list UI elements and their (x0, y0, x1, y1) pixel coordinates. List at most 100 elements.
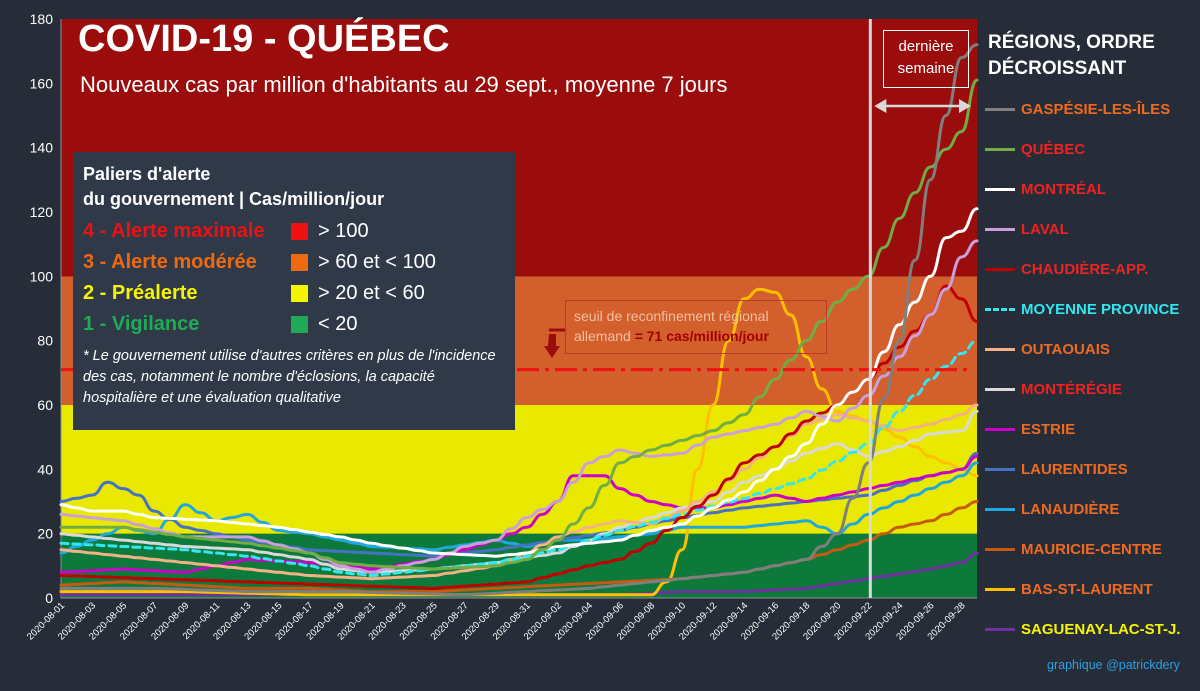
region-swatch (985, 267, 1015, 271)
last-week-arrowhead-right (959, 99, 971, 113)
threshold-annotation-value: = 71 cas/million/jour (634, 328, 769, 344)
regions-header: RÉGIONS, ORDRE DÉCROISSANT (988, 30, 1155, 82)
region-legend-item: MOYENNE PROVINCE (985, 298, 1179, 320)
regions-header-line2: DÉCROISSANT (988, 58, 1127, 79)
threshold-annotation-prefix: allemand (574, 328, 635, 344)
region-name: MONTRÉAL (1021, 180, 1106, 198)
region-legend-item: QUÉBEC (985, 138, 1085, 160)
region-swatch (985, 427, 1015, 431)
x-axis: 2020-08-012020-08-032020-08-052020-08-07… (25, 597, 977, 642)
region-legend-item: MONTÉRÉGIE (985, 378, 1122, 400)
region-swatch (985, 347, 1015, 351)
alert-legend-title-2: du gouvernement | Cas/million/jour (83, 189, 385, 209)
alert-level-range: < 20 (318, 313, 358, 335)
alert-legend-note: * Le gouvernement utilise d'autres critè… (83, 348, 496, 406)
alert-legend-title-1: Paliers d'alerte (83, 164, 211, 184)
region-swatch (985, 307, 1015, 311)
y-tick-label: 20 (37, 526, 53, 542)
page-subtitle: Nouveaux cas par million d'habitants au … (80, 72, 728, 97)
threshold-annotation: seuil de reconfinement régional allemand… (565, 300, 827, 354)
y-tick-label: 60 (37, 397, 53, 413)
alert-level-range: > 60 et < 100 (318, 251, 436, 273)
y-tick-label: 40 (37, 461, 53, 477)
series-line (59, 43, 979, 597)
series-line (59, 207, 979, 558)
alert-level-range: > 20 et < 60 (318, 282, 425, 304)
y-axis: 0 20 40 60 80 100 120 140 160 180 (30, 11, 62, 606)
region-legend-item: LANAUDIÈRE (985, 498, 1119, 520)
y-tick-label: 140 (30, 140, 54, 156)
alert-level-label: 2 - Préalerte (83, 282, 198, 304)
region-name: MONTÉRÉGIE (1021, 380, 1122, 398)
region-legend-item: CHAUDIÈRE-APP. (985, 258, 1148, 280)
region-name: LAURENTIDES (1021, 460, 1128, 478)
series-line (59, 500, 979, 594)
y-tick-label: 100 (30, 268, 54, 284)
series-line (59, 339, 979, 577)
alert-level-swatch (291, 316, 308, 333)
alert-level-range: > 100 (318, 220, 369, 242)
region-name: OUTAOUAIS (1021, 340, 1110, 358)
alert-level-row: 4 - Alerte maximale > 100 (83, 216, 505, 247)
region-swatch (985, 627, 1015, 631)
region-swatch (985, 227, 1015, 231)
regions-header-line1: RÉGIONS, ORDRE (988, 32, 1155, 53)
region-name: LAVAL (1021, 220, 1069, 238)
region-swatch (985, 387, 1015, 391)
alert-level-swatch (291, 285, 308, 302)
alert-level-row: 2 - Préalerte > 20 et < 60 (83, 278, 505, 309)
series-line (59, 239, 979, 574)
last-week-line2: semaine (897, 60, 955, 77)
region-name: CHAUDIÈRE-APP. (1021, 260, 1149, 278)
alert-level-label: 3 - Alerte modérée (83, 251, 257, 273)
y-tick-label: 80 (37, 333, 53, 349)
region-swatch (985, 147, 1015, 151)
region-swatch (985, 187, 1015, 191)
region-legend-item: BAS-ST-LAURENT (985, 578, 1153, 600)
region-swatch (985, 547, 1015, 551)
y-tick-label: 160 (30, 75, 54, 91)
region-name: MAURICIE-CENTRE (1021, 540, 1162, 558)
last-week-arrowhead-left (874, 99, 887, 113)
series-line (59, 78, 979, 571)
region-legend-item: LAURENTIDES (985, 458, 1128, 480)
last-week-line1: dernière (898, 38, 954, 55)
y-tick-label: 0 (45, 590, 53, 606)
last-week-label: dernière semaine (883, 30, 969, 88)
region-name: LANAUDIÈRE (1021, 500, 1120, 518)
series-line (59, 287, 979, 597)
region-legend-item: MAURICIE-CENTRE (985, 538, 1162, 560)
alert-level-label: 4 - Alerte maximale (83, 220, 265, 242)
alert-level-row: 1 - Vigilance < 20 (83, 309, 505, 340)
threshold-arrow-icon (544, 334, 560, 358)
region-swatch (985, 467, 1015, 471)
region-legend-item: ESTRIE (985, 418, 1075, 440)
region-legend-item: SAGUENAY-LAC-ST-J. (985, 618, 1180, 640)
page-title: COVID-19 - QUÉBEC (78, 18, 450, 60)
region-name: QUÉBEC (1021, 140, 1086, 158)
series-lines (59, 43, 979, 597)
region-legend-item: OUTAOUAIS (985, 338, 1110, 360)
y-tick-label: 180 (30, 11, 54, 27)
y-tick-label: 120 (30, 204, 54, 220)
alert-level-row: 3 - Alerte modérée > 60 et < 100 (83, 247, 505, 278)
credit-label: graphique @patrickdery (1047, 658, 1180, 672)
threshold-annotation-line1: seuil de reconfinement régional (574, 308, 769, 324)
region-legend-item: GASPÉSIE-LES-ÎLES (985, 98, 1170, 120)
series-line (59, 284, 979, 590)
alert-level-label: 1 - Vigilance (83, 313, 200, 335)
region-legend-item: LAVAL (985, 218, 1069, 240)
region-name: GASPÉSIE-LES-ÎLES (1021, 100, 1171, 118)
series-line (59, 451, 979, 558)
overlays (61, 19, 971, 598)
region-name: BAS-ST-LAURENT (1021, 580, 1153, 598)
alert-legend: Paliers d'alerte du gouvernement | Cas/m… (73, 152, 515, 430)
region-swatch (985, 507, 1015, 511)
alert-level-swatch (291, 223, 308, 240)
region-swatch (985, 587, 1015, 591)
region-name: MOYENNE PROVINCE (1021, 300, 1180, 318)
alert-level-swatch (291, 254, 308, 271)
region-swatch (985, 107, 1015, 111)
region-legend-item: MONTRÉAL (985, 178, 1106, 200)
region-name: ESTRIE (1021, 420, 1076, 438)
